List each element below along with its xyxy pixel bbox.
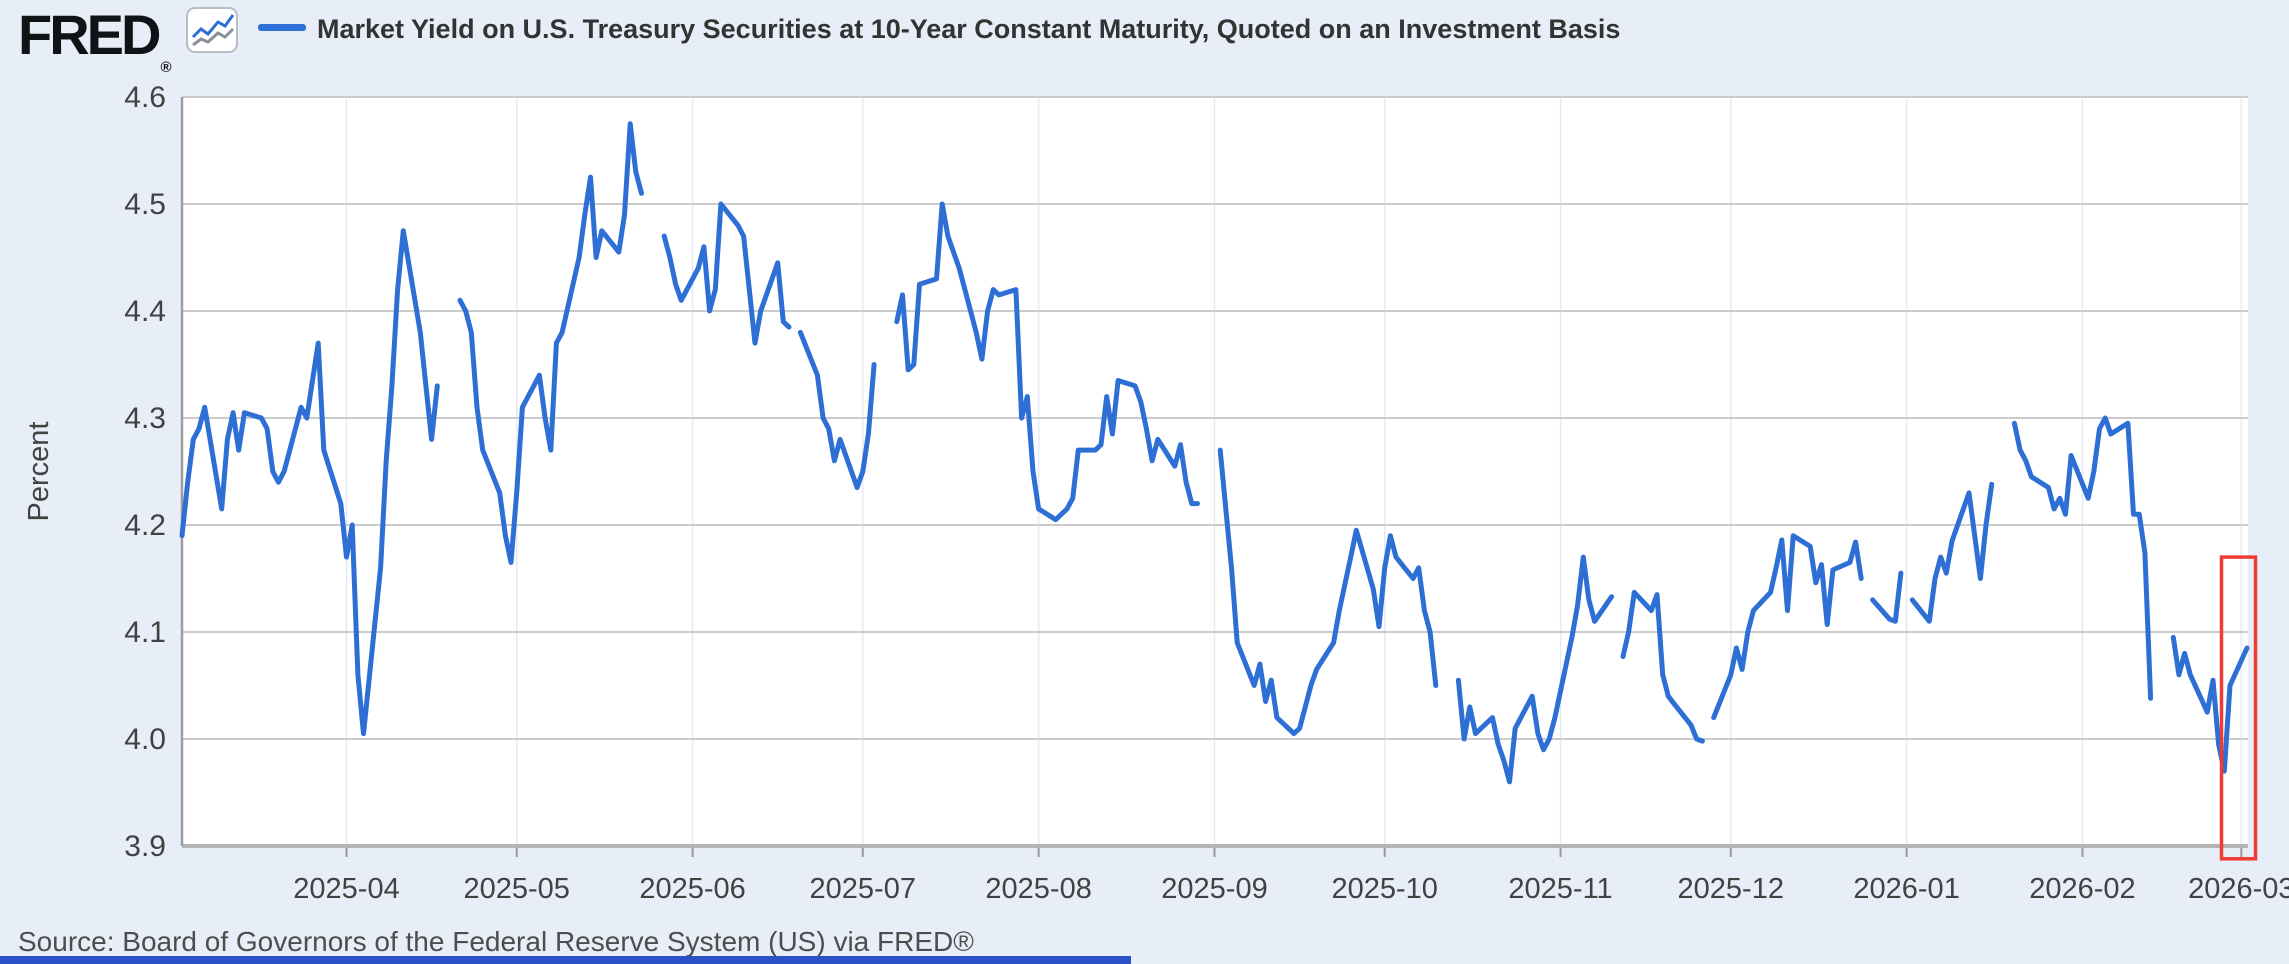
y-tick-label: 4.1 xyxy=(124,616,166,649)
y-tick-label: 4.0 xyxy=(124,723,166,756)
treasury-yield-line xyxy=(179,228,440,737)
treasury-yield-line xyxy=(457,121,644,565)
y-axis-title: Percent xyxy=(23,422,55,522)
source-attribution: Source: Board of Governors of the Federa… xyxy=(18,926,974,957)
y-tick-label: 4.6 xyxy=(124,81,166,114)
x-tick-label: 2025-05 xyxy=(463,873,569,905)
chart-title: Market Yield on U.S. Treasury Securities… xyxy=(317,14,1621,44)
sparkline-icon-svg xyxy=(191,14,235,47)
x-tick-label: 2025-04 xyxy=(293,873,399,905)
fred-logo-text: FRED xyxy=(18,3,161,66)
treasury-yield-line xyxy=(1217,447,1439,737)
x-tick-label: 2025-06 xyxy=(639,873,745,905)
bottom-blue-bar xyxy=(0,956,1131,964)
treasury-yield-line xyxy=(894,201,1200,523)
y-tick-label: 4.3 xyxy=(124,402,166,435)
x-tick-label: 2026-03 xyxy=(2188,873,2289,905)
x-tick-label: 2025-10 xyxy=(1331,873,1437,905)
y-tick-label: 4.5 xyxy=(124,188,166,221)
treasury-yield-line xyxy=(1870,570,1904,624)
x-tick-label: 2025-09 xyxy=(1161,873,1267,905)
treasury-yield-line xyxy=(2011,415,2154,701)
treasury-yield-line xyxy=(1455,554,1615,785)
y-tick-label: 3.9 xyxy=(124,830,166,863)
x-tick-label: 2025-08 xyxy=(985,873,1091,905)
treasury-yield-line xyxy=(797,329,877,490)
treasury-yield-line xyxy=(1620,589,1705,744)
x-tick-label: 2025-12 xyxy=(1678,873,1784,905)
x-tick-label: 2025-07 xyxy=(810,873,916,905)
y-tick-label: 4.2 xyxy=(124,509,166,542)
x-tick-label: 2026-02 xyxy=(2029,873,2135,905)
legend-line-swatch xyxy=(258,24,306,31)
treasury-yield-line xyxy=(661,201,792,346)
latest-data-highlight-box xyxy=(2219,555,2258,861)
treasury-yield-line xyxy=(2170,634,2250,774)
fred-logo: FRED® xyxy=(18,2,172,76)
fred-sparkline-icon xyxy=(186,7,238,53)
treasury-yield-line xyxy=(1711,533,1864,721)
x-tick-label: 2025-11 xyxy=(1508,873,1612,905)
x-tick-label: 2026-01 xyxy=(1853,873,1959,905)
y-tick-label: 4.4 xyxy=(124,295,166,328)
registered-mark: ® xyxy=(160,59,172,76)
treasury-yield-line xyxy=(1909,481,1995,624)
